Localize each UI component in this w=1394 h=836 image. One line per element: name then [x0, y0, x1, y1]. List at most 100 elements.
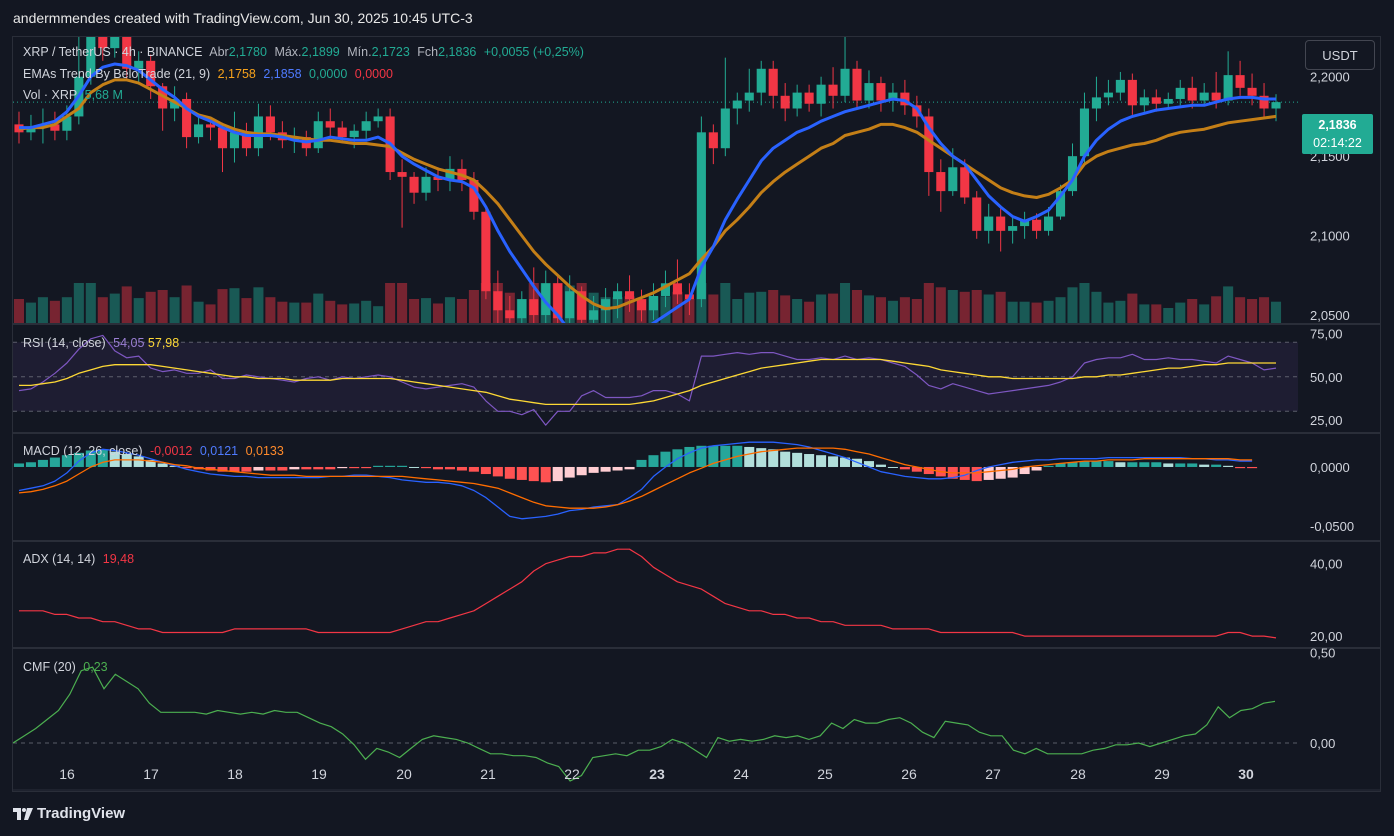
volume-bar	[205, 304, 216, 323]
candle-body	[1223, 75, 1233, 101]
volume-bar	[804, 301, 815, 323]
macd-histogram-bar	[516, 466, 527, 480]
macd-histogram-bar	[540, 466, 551, 483]
candle-body	[636, 299, 647, 311]
candle	[648, 283, 659, 320]
candle	[373, 108, 383, 128]
volume-bar	[1199, 304, 1210, 323]
macd-histogram-bar	[373, 465, 384, 467]
volume-bar	[840, 283, 851, 323]
volume-bar	[145, 291, 156, 323]
volume-bar	[313, 293, 324, 323]
candle-body	[517, 299, 527, 319]
macd-histogram-bar	[863, 461, 875, 467]
macd-histogram-bar	[85, 450, 96, 467]
candle	[1127, 73, 1137, 115]
candle	[1199, 83, 1209, 106]
candle	[601, 288, 611, 323]
volume-bar	[851, 290, 863, 323]
cmf-value: 0,23	[83, 660, 108, 674]
macd-histogram-bar	[492, 466, 503, 477]
volume-bar	[887, 300, 898, 323]
volume-bar	[1043, 300, 1054, 323]
rsi-name[interactable]: RSI (14, close)	[23, 336, 106, 350]
macd-histogram-bar	[361, 466, 372, 469]
candle-body	[1020, 219, 1030, 227]
candle	[146, 54, 156, 99]
candle-body	[445, 168, 455, 180]
candle	[1175, 79, 1185, 106]
macd-histogram-bar	[636, 459, 647, 467]
candle	[445, 156, 455, 192]
candle-body	[337, 127, 347, 138]
tradingview-logo[interactable]: TradingView	[13, 805, 125, 822]
macd-histogram-bar	[349, 466, 360, 469]
adx-name[interactable]: ADX (14, 14)	[23, 552, 96, 566]
close-value: 2,1836	[438, 45, 477, 59]
candle	[876, 76, 886, 112]
ema-indicator-name[interactable]: EMAs Trend By BeloTrade (21, 9)	[23, 67, 211, 81]
candle	[433, 167, 443, 192]
macd-histogram-bar	[1115, 462, 1126, 467]
macd-histogram-bar	[1007, 466, 1018, 478]
candle	[804, 84, 814, 112]
macd-name[interactable]: MACD (12, 26, close)	[23, 444, 143, 458]
candle	[134, 51, 144, 85]
macd-histogram-bar	[73, 452, 84, 467]
time-axis-tick: 17	[143, 766, 159, 782]
symbol-title[interactable]: XRP / TetherUS · 4h · BINANCE	[23, 45, 203, 59]
macd-histogram-bar	[504, 466, 515, 479]
macd-histogram-bar	[1031, 466, 1042, 471]
volume-bar	[660, 296, 671, 323]
low-label: Mín.	[347, 45, 372, 59]
candle	[241, 122, 251, 157]
volume-bar	[816, 294, 827, 323]
candle-body	[936, 172, 946, 192]
candle	[194, 116, 204, 144]
adx-line	[19, 548, 1277, 639]
volume-bar	[157, 290, 168, 323]
candle-body	[241, 132, 251, 149]
candle	[541, 270, 551, 323]
candle	[253, 103, 263, 157]
candle	[936, 159, 946, 212]
volume-bar	[49, 300, 60, 323]
macd-histogram-bar	[409, 466, 420, 468]
high-label: Máx.	[274, 45, 302, 59]
candle-body	[194, 124, 204, 138]
volume-bar	[1115, 300, 1126, 323]
candle-body	[1139, 97, 1149, 106]
candle	[660, 270, 671, 308]
volume-bar	[983, 294, 994, 323]
macd-histogram-bar	[971, 466, 982, 482]
candle	[888, 83, 898, 112]
close-label: Fch	[417, 45, 439, 59]
adx-value: 19,48	[102, 552, 135, 566]
volume-name[interactable]: Vol · XRP	[23, 88, 78, 102]
volume-bar	[899, 297, 910, 323]
candle-body	[361, 121, 371, 131]
currency-button[interactable]: USDT	[1305, 40, 1375, 70]
candle	[421, 167, 431, 201]
volume-bar	[995, 291, 1006, 323]
volume-bar	[1055, 297, 1066, 323]
candle	[780, 83, 790, 122]
macd-histogram-bar	[660, 451, 671, 467]
volume-bar	[444, 297, 455, 323]
legend-volume: Vol · XRP 5,68 M	[23, 88, 127, 102]
macd-histogram-bar	[480, 466, 491, 475]
macd-histogram-bar	[1247, 466, 1258, 469]
candle	[960, 159, 970, 204]
volume-bar	[792, 299, 803, 323]
top-bar: andermmendes created with TradingView.co…	[0, 0, 1394, 36]
candle	[313, 111, 323, 153]
candle-body	[732, 100, 742, 109]
candle	[229, 111, 240, 163]
macd-histogram-bar	[385, 465, 396, 467]
candle-body	[948, 167, 958, 192]
chart-frame[interactable]	[12, 36, 1381, 792]
volume-bar	[373, 306, 384, 323]
cmf-name[interactable]: CMF (20)	[23, 660, 76, 674]
legend-main: XRP / TetherUS · 4h · BINANCE Abr2,1780 …	[23, 45, 588, 59]
